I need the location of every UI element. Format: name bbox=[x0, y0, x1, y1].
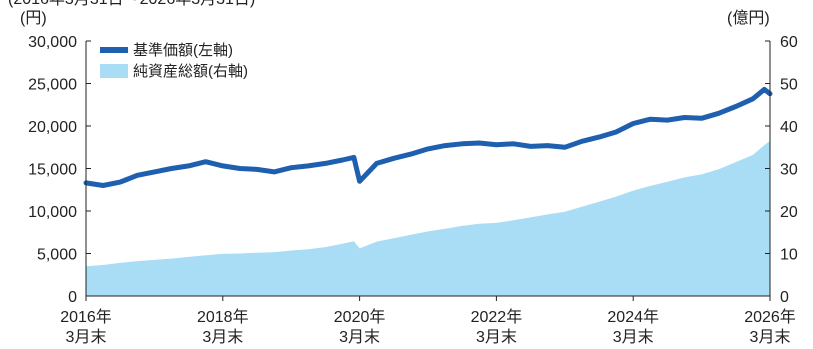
x-tick-year: 2016年 bbox=[60, 308, 112, 326]
right-tick-label: 10 bbox=[780, 247, 798, 264]
series-nav-line bbox=[83, 86, 773, 188]
legend: 基準価額(左軸) 純資産総額(右軸) bbox=[100, 42, 248, 80]
x-tick-year: 2018年 bbox=[197, 308, 249, 326]
x-tick-year: 2026年 bbox=[744, 308, 796, 326]
right-tick-label: 60 bbox=[780, 34, 798, 51]
legend-label-aum: 純資産総額(右軸) bbox=[133, 63, 248, 80]
right-axis-unit: (億円) bbox=[727, 9, 770, 27]
axis-tick-labels: 0 5,000 10,000 15,000 20,000 25,000 30,000 0 10 2… bbox=[28, 34, 798, 346]
left-tick-label: 25,000 bbox=[28, 77, 77, 94]
legend-swatch-aum bbox=[100, 64, 128, 78]
left-tick-label: 0 bbox=[68, 289, 77, 306]
right-tick-label: 30 bbox=[780, 162, 798, 179]
x-tick-year: 2022年 bbox=[471, 308, 523, 326]
x-tick-year: 2020年 bbox=[334, 308, 386, 326]
left-tick-label: 30,000 bbox=[28, 34, 77, 51]
x-tick-month: 3月末 bbox=[339, 328, 380, 346]
left-tick-label: 15,000 bbox=[28, 162, 77, 179]
right-tick-label: 40 bbox=[780, 119, 798, 136]
right-tick-label: 50 bbox=[780, 77, 798, 94]
right-tick-label: 0 bbox=[780, 289, 789, 306]
left-tick-label: 20,000 bbox=[28, 119, 77, 136]
x-tick-month: 3月末 bbox=[750, 328, 791, 346]
x-tick-month: 3月末 bbox=[476, 328, 517, 346]
left-tick-label: 10,000 bbox=[28, 204, 77, 221]
right-tick-label: 20 bbox=[780, 204, 798, 221]
left-tick-label: 5,000 bbox=[37, 247, 77, 264]
x-tick-month: 3月末 bbox=[613, 328, 654, 346]
series-aum-area bbox=[86, 140, 770, 296]
legend-label-nav: 基準価額(左軸) bbox=[133, 42, 233, 59]
x-tick-year: 2024年 bbox=[607, 308, 659, 326]
chart-title-fragment: (2016年3月31日～2026年3月31日) bbox=[8, 0, 255, 8]
x-tick-month: 3月末 bbox=[66, 328, 107, 346]
x-tick-month: 3月末 bbox=[202, 328, 243, 346]
left-axis-unit: (円) bbox=[20, 10, 47, 27]
